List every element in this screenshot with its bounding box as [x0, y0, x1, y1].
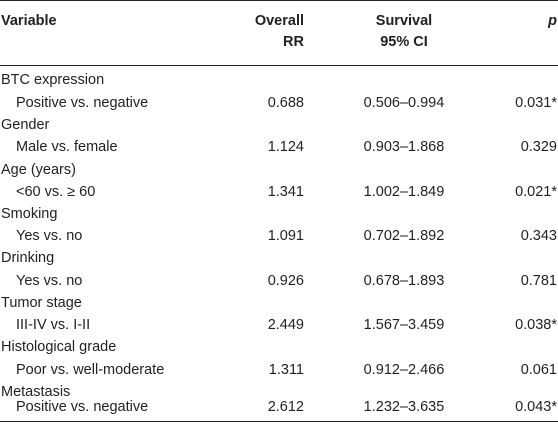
row-comparison: Yes vs. no [16, 228, 83, 244]
row-comparison: <60 vs. ≥ 60 [16, 184, 96, 200]
row-rr: 0.688 [267, 95, 304, 111]
table-bottom-rule [0, 421, 558, 422]
row-p: 0.781 [520, 273, 557, 289]
row-comparison: Yes vs. no [16, 273, 83, 289]
header-rr: RR [283, 34, 304, 50]
group-label: Tumor stage [1, 295, 82, 311]
row-p: 0.061 [520, 362, 557, 378]
row-p: 0.031* [515, 95, 557, 111]
group-label: Metastasis [1, 384, 71, 400]
row-comparison: III-IV vs. I-II [16, 317, 91, 333]
row-rr: 1.124 [267, 139, 304, 155]
group-label: Age (years) [1, 162, 76, 178]
group-label: Gender [1, 117, 50, 133]
header-overall: Overall [254, 13, 304, 29]
row-p: 0.329 [520, 139, 557, 155]
row-ci: 0.678–1.893 [363, 273, 445, 289]
row-rr: 0.926 [267, 273, 304, 289]
header-survival: Survival [375, 13, 433, 29]
group-label: Histological grade [1, 339, 117, 355]
row-ci: 0.912–2.466 [363, 362, 445, 378]
row-ci: 1.567–3.459 [363, 317, 445, 333]
row-rr: 2.612 [267, 399, 304, 415]
row-rr: 1.311 [268, 362, 304, 378]
row-ci: 1.002–1.849 [363, 184, 445, 200]
group-label: Drinking [1, 250, 55, 266]
row-p: 0.021* [515, 184, 557, 200]
row-ci: 0.506–0.994 [363, 95, 445, 111]
group-label: BTC expression [1, 72, 105, 88]
row-rr: 2.449 [267, 317, 304, 333]
row-p: 0.038* [515, 317, 557, 333]
row-p: 0.043* [515, 399, 557, 415]
row-comparison: Positive vs. negative [16, 95, 149, 111]
group-label: Smoking [1, 206, 58, 222]
header-p: p [548, 13, 557, 29]
row-comparison: Positive vs. negative [16, 399, 149, 415]
row-ci: 0.702–1.892 [363, 228, 445, 244]
row-comparison: Poor vs. well-moderate [16, 362, 165, 378]
row-rr: 1.091 [267, 228, 304, 244]
row-ci: 1.232–3.635 [363, 399, 445, 415]
row-p: 0.343 [520, 228, 557, 244]
row-rr: 1.341 [267, 184, 304, 200]
header-ci: 95% CI [380, 34, 428, 50]
header-rule [0, 65, 558, 66]
table-top-rule [0, 0, 558, 1]
row-ci: 0.903–1.868 [363, 139, 445, 155]
row-comparison: Male vs. female [16, 139, 118, 155]
header-variable: Variable [1, 13, 57, 29]
